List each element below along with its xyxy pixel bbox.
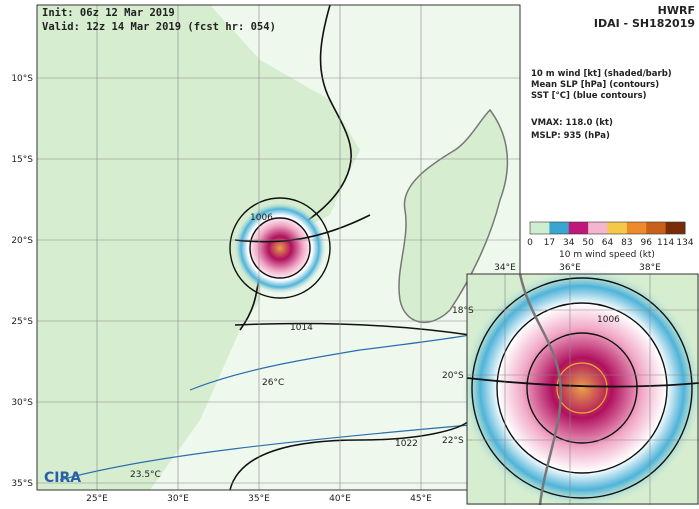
colorbar-segment <box>626 222 647 234</box>
colorbar-frame <box>529 221 686 235</box>
colorbar-segment <box>646 222 667 234</box>
colorbar-segment <box>549 222 570 234</box>
inset-lon-label: 34°E <box>494 263 516 273</box>
colorbar-tick: 34 <box>563 238 575 248</box>
slp-contour <box>526 332 638 444</box>
slp-contour <box>234 322 471 336</box>
lon-label: 25°E <box>86 494 108 504</box>
model-name: HWRF <box>658 4 695 17</box>
slp-contour <box>229 419 471 491</box>
storm-id: IDAI - SH182019 <box>594 17 695 30</box>
contour-label: 1006 <box>597 315 620 325</box>
lat-label: 25°S <box>11 317 33 327</box>
contour-label: 1022 <box>395 439 418 449</box>
wind-contour <box>556 362 608 414</box>
storm-shading <box>234 202 326 294</box>
inset-lon-label: 38°E <box>639 263 661 273</box>
colorbar-segment <box>607 222 628 234</box>
lat-label: 15°S <box>11 155 33 165</box>
colorbar-segment <box>530 222 550 234</box>
colorbar-segment <box>588 222 608 234</box>
contour-label: 26°C <box>262 378 284 388</box>
colorbar-tick: 0 <box>527 238 533 248</box>
contour-label: 1014 <box>290 323 313 333</box>
lon-label: 45°E <box>410 494 432 504</box>
init-time: Init: 06z 12 Mar 2019 <box>42 7 175 19</box>
inset-frame <box>466 273 699 505</box>
colorbar-tick: 17 <box>544 238 555 248</box>
vmax: VMAX: 118.0 (kt) <box>531 118 613 128</box>
contour-label: 1006 <box>250 213 273 223</box>
lon-label: 30°E <box>167 494 189 504</box>
inset-grid <box>467 274 699 505</box>
colorbar-tick: 64 <box>602 238 614 248</box>
legend-line: SST [°C] (blue contours) <box>531 91 647 101</box>
colorbar-tick: 114 <box>657 238 674 248</box>
sst-contour <box>189 334 471 391</box>
logo: CIRA <box>44 470 81 486</box>
legend-line: Mean SLP [hPa] (contours) <box>531 80 659 90</box>
contour-label: 23.5°C <box>130 470 161 480</box>
slp-contour <box>471 277 693 499</box>
slp-contour <box>466 377 699 388</box>
lat-label: 10°S <box>11 74 33 84</box>
map-frame <box>36 4 521 491</box>
sst-contour <box>59 424 471 481</box>
colorbar-tick: 83 <box>621 238 632 248</box>
inset-map: 1006 34°E 36°E 38°E 18°S 20°S 22°S <box>442 263 699 508</box>
colorbar-tick: 134 <box>676 238 693 248</box>
inset-lon-label: 36°E <box>559 263 581 273</box>
colorbar-segment <box>665 222 686 234</box>
coastline <box>518 273 563 506</box>
mslp: MSLP: 935 (hPa) <box>531 131 610 141</box>
lon-label: 40°E <box>329 494 351 504</box>
colorbar-segment <box>568 222 589 234</box>
colorbar-tick: 96 <box>641 238 653 248</box>
lon-label: 35°E <box>248 494 270 504</box>
ocean <box>150 5 520 490</box>
colorbar: 0 17 34 50 64 83 96 114 134 <box>527 221 694 248</box>
slp-contour <box>249 217 311 279</box>
lat-label: 35°S <box>11 479 33 489</box>
inset-lat-label: 22°S <box>442 436 464 446</box>
valid-time: Valid: 12z 14 Mar 2019 (fcst hr: 054) <box>42 21 276 33</box>
lat-label: 20°S <box>11 236 33 246</box>
inset-lat-label: 20°S <box>442 371 464 381</box>
main-map: 1006 1014 1022 26°C 23.5°C CIRA Init: 06… <box>36 4 521 491</box>
slp-contour <box>234 214 371 243</box>
madagascar <box>398 108 509 324</box>
inset-lat-label: 18°S <box>452 306 474 316</box>
legend-line: 10 m wind [kt] (shaded/barb) <box>531 69 672 79</box>
lat-label: 30°S <box>11 398 33 408</box>
slp-contour <box>496 302 668 474</box>
slp-contour <box>229 197 331 299</box>
colorbar-label: 10 m wind speed (kt) <box>559 250 655 260</box>
grid <box>37 5 520 490</box>
colorbar-tick: 50 <box>582 238 594 248</box>
